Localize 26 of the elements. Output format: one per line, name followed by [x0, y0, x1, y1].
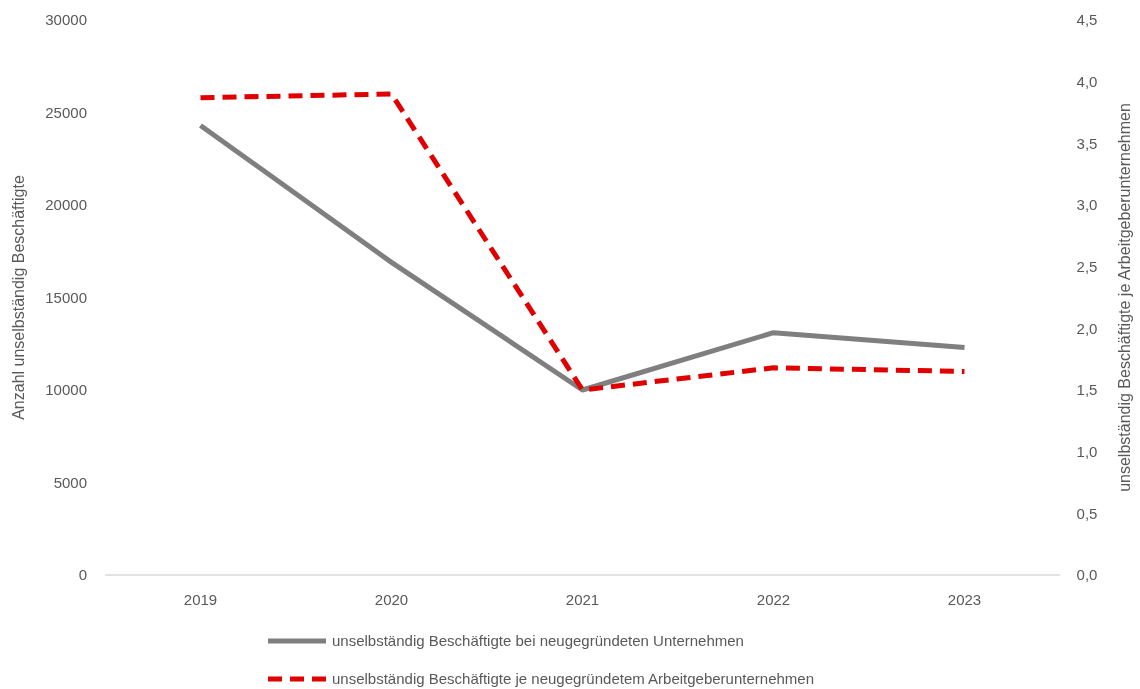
y-axis-title: Anzahl unselbständig Beschäftigte [10, 175, 27, 420]
y2-tick-label: 4,0 [1076, 72, 1098, 90]
y2-tick-label: 4,5 [1076, 11, 1098, 29]
y2-tick-label: 2,5 [1076, 257, 1098, 275]
y2-axis-title: unselbständig Beschäftigte je Arbeitgeberunternehmen [1116, 103, 1133, 492]
y-tick-label: 30000 [45, 11, 87, 29]
y-tick-label: 5000 [53, 473, 87, 491]
x-tick-label: 2020 [374, 591, 409, 609]
y-tick-label: 0 [78, 566, 87, 584]
y2-tick-label: 3,5 [1076, 134, 1098, 152]
y2-tick-label: 1,0 [1076, 442, 1098, 460]
y-tick-label: 10000 [45, 381, 87, 399]
x-tick-label: 2022 [756, 591, 791, 609]
y2-tick-label: 3,0 [1076, 196, 1098, 214]
legend-label: unselbständig Beschäftigte je neugegründetem Arbeitgeberunternehmen [332, 670, 815, 688]
y2-tick-label: 2,0 [1076, 319, 1098, 337]
legend-label: unselbständig Beschäftigte bei neugegründeten Unternehmen [332, 632, 744, 650]
y2-tick-label: 0,5 [1076, 504, 1098, 522]
y-tick-label: 25000 [45, 103, 87, 121]
y2-tick-label: 1,5 [1076, 381, 1098, 399]
x-tick-label: 2019 [183, 591, 218, 609]
x-tick-label: 2023 [947, 591, 982, 609]
y-tick-label: 20000 [45, 196, 87, 214]
y2-tick-label: 0,0 [1076, 566, 1098, 584]
x-tick-label: 2021 [565, 591, 600, 609]
y-tick-label: 15000 [45, 288, 87, 306]
